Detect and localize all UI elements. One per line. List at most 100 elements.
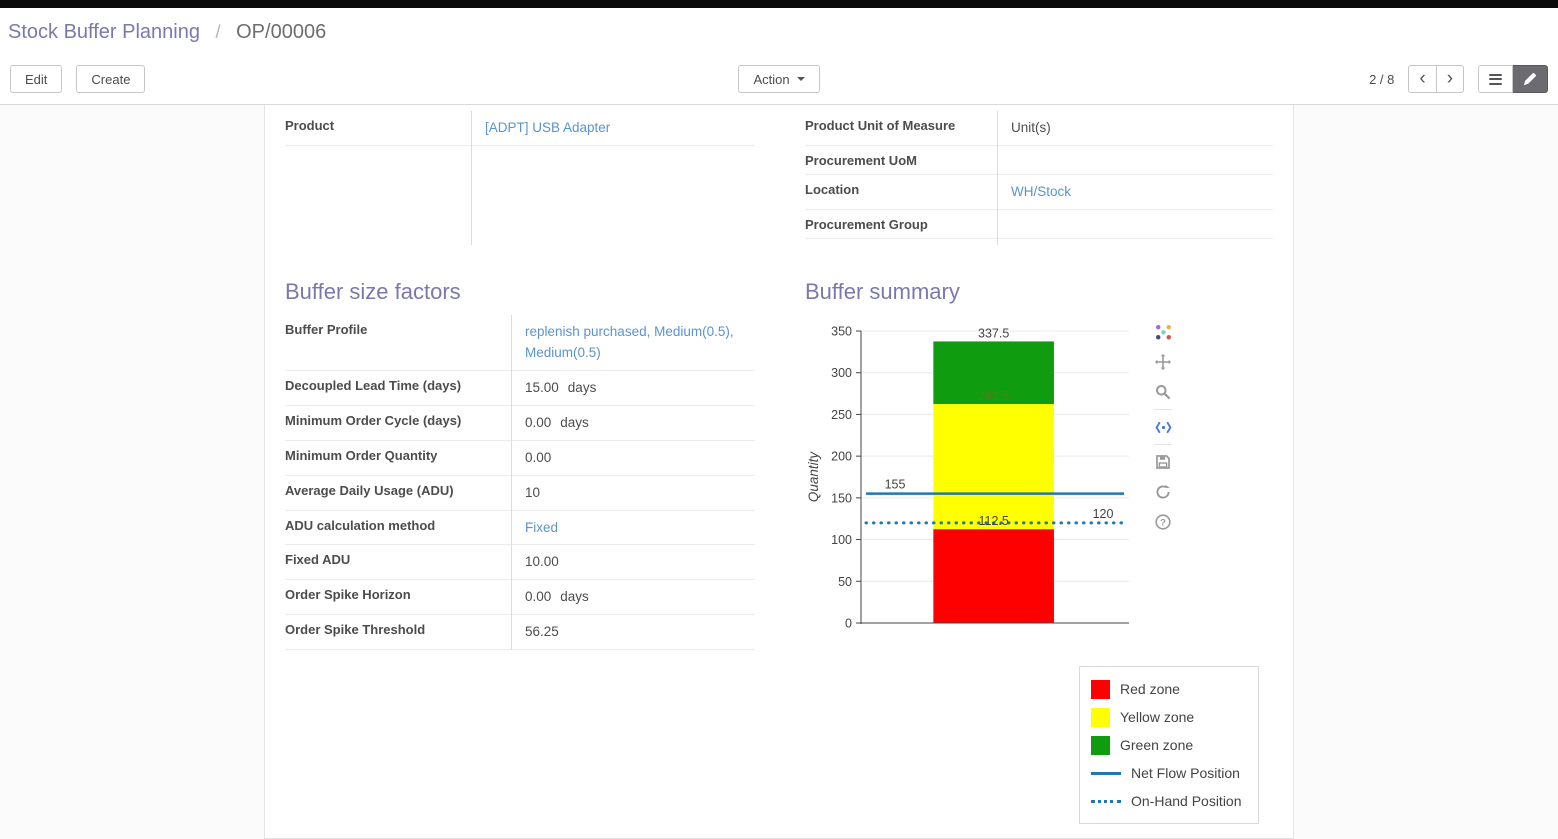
plotly-logo-icon[interactable]: [1152, 321, 1174, 343]
svg-text:112.5: 112.5: [978, 514, 1008, 528]
field-row: Buffer Profile replenish purchased, Mediu…: [285, 315, 755, 371]
chevron-right-icon: ›: [1446, 68, 1454, 89]
product-field-group: Product [ADPT] USB Adapter: [285, 111, 755, 245]
field-label: Order Spike Horizon: [285, 587, 411, 603]
pager-count: 2 / 8: [1369, 71, 1395, 87]
field-label: Procurement UoM: [805, 152, 917, 168]
svg-text:350: 350: [831, 325, 852, 339]
legend-label: Net Flow Position: [1131, 765, 1240, 781]
field-label: Average Daily Usage (ADU): [285, 482, 454, 498]
field-label: ADU calculation method: [285, 517, 436, 533]
list-icon: [1489, 71, 1503, 87]
top-field-section: Product [ADPT] USB Adapter Product Unit o…: [285, 111, 1273, 245]
field-link[interactable]: Fixed: [525, 519, 559, 535]
list-view-button[interactable]: [1478, 65, 1514, 93]
field-row: Procurement Group: [805, 210, 1273, 239]
breadcrumb-separator: /: [215, 22, 221, 42]
legend-item[interactable]: Yellow zone: [1091, 703, 1247, 731]
field-row: ADU calculation method Fixed: [285, 511, 755, 546]
field-label: Fixed ADU: [285, 552, 351, 568]
legend-label: Yellow zone: [1120, 709, 1195, 725]
breadcrumb-current: OP/00006: [236, 21, 327, 43]
pan-icon[interactable]: [1152, 351, 1174, 373]
legend-item[interactable]: Red zone: [1091, 675, 1247, 703]
svg-text:50: 50: [838, 575, 852, 589]
form-pencil-icon: [1523, 73, 1536, 86]
legend-item[interactable]: Green zone: [1091, 731, 1247, 759]
field-value: 56.25: [525, 624, 559, 640]
field-value: 10.00: [525, 554, 559, 570]
pager-previous-button[interactable]: ‹: [1408, 65, 1437, 93]
field-link[interactable]: replenish purchased, Medium(0.5), Medium…: [525, 324, 734, 360]
field-label: Product Unit of Measure: [805, 118, 956, 133]
svg-text:337.5: 337.5: [978, 326, 1009, 340]
field-label: Procurement Group: [805, 216, 928, 232]
top-menu-bar: [0, 0, 1558, 8]
legend-label: Green zone: [1120, 737, 1194, 753]
chart-legend: Red zone Yellow zone Green zone Net Flow Po…: [1079, 666, 1259, 824]
form-sheet: Product [ADPT] USB Adapter Product Unit o…: [264, 105, 1294, 839]
legend-label: On-Hand Position: [1131, 793, 1242, 809]
field-row: Average Daily Usage (ADU) 10: [285, 476, 755, 511]
zoom-icon[interactable]: [1152, 381, 1174, 403]
form-view-button[interactable]: [1513, 65, 1549, 93]
buffer-chart-plot[interactable]: 0 50 100 150 200 250 300 350 112.5 262.5 337.5 155 1…: [805, 315, 1147, 645]
chevron-left-icon: ‹: [1419, 68, 1426, 89]
green-zone-swatch: [1091, 735, 1110, 755]
pager: ‹ ›: [1408, 65, 1465, 93]
field-label: Minimum Order Quantity: [285, 447, 438, 463]
svg-text:262.5: 262.5: [978, 389, 1009, 403]
buffer-size-factors-title: Buffer size factors: [285, 279, 461, 304]
field-row: Order Spike Threshold 56.25: [285, 615, 755, 651]
field-label: Buffer Profile: [285, 322, 368, 337]
field-link[interactable]: [ADPT] USB Adapter: [485, 120, 611, 135]
caret-down-icon: [796, 77, 805, 81]
breadcrumb: Stock Buffer Planning / OP/00006: [0, 8, 1558, 56]
legend-label: Red zone: [1120, 681, 1180, 697]
breadcrumb-parent-link[interactable]: Stock Buffer Planning: [8, 21, 200, 43]
buffer-summary-title: Buffer summary: [805, 279, 960, 304]
field-value: 0.00: [525, 449, 552, 465]
modebar-separator: [1154, 409, 1172, 410]
svg-text:0: 0: [845, 617, 852, 631]
svg-text:250: 250: [831, 408, 852, 422]
pager-next-button[interactable]: ›: [1436, 65, 1465, 93]
help-icon[interactable]: ?: [1152, 511, 1174, 533]
svg-text:100: 100: [831, 533, 852, 547]
legend-item[interactable]: Net Flow Position: [1091, 759, 1247, 787]
svg-text:155: 155: [885, 478, 906, 492]
field-value: Unit(s): [1011, 120, 1051, 135]
field-label: Product: [285, 118, 335, 133]
svg-text:300: 300: [831, 366, 852, 380]
field-row: Fixed ADU 10.00: [285, 545, 755, 581]
edit-button[interactable]: Edit: [10, 65, 63, 93]
svg-text:?: ?: [1160, 517, 1166, 528]
field-value: 15.00 days: [525, 379, 597, 395]
svg-text:200: 200: [831, 450, 852, 464]
logistics-field-group: Product Unit of Measure Unit(s) Procuremen…: [805, 111, 1273, 245]
field-row: Minimum Order Cycle (days) 0.00 days: [285, 406, 755, 441]
net-flow-position-swatch: [1091, 771, 1121, 775]
field-link[interactable]: WH/Stock: [1011, 183, 1072, 199]
svg-text:Quantity: Quantity: [806, 451, 821, 503]
reset-axes-icon[interactable]: [1152, 481, 1174, 503]
buffer-section: Buffer size factors Buffer Profile replen…: [285, 279, 1273, 824]
field-row: Product Unit of Measure Unit(s): [805, 111, 1273, 146]
autoscale-icon[interactable]: [1152, 416, 1174, 438]
field-row: Minimum Order Quantity 0.00: [285, 441, 755, 476]
yellow-zone-swatch: [1091, 707, 1110, 727]
buffer-summary-chart[interactable]: 0 50 100 150 200 250 300 350 112.5 262.5 337.5 155 1…: [805, 315, 1185, 650]
field-row: Location WH/Stock: [805, 175, 1273, 210]
field-label: Order Spike Threshold: [285, 622, 426, 638]
save-icon[interactable]: [1152, 451, 1174, 473]
legend-item[interactable]: On-Hand Position: [1091, 787, 1247, 815]
field-row: Product [ADPT] USB Adapter: [285, 111, 755, 146]
action-dropdown-button[interactable]: Action: [738, 65, 820, 93]
svg-text:150: 150: [831, 491, 852, 505]
create-button[interactable]: Create: [76, 65, 146, 93]
chart-modebar: ?: [1152, 317, 1174, 537]
view-switcher: [1478, 65, 1549, 93]
field-row: Order Spike Horizon 0.00 days: [285, 580, 755, 616]
field-value: 0.00 days: [525, 589, 589, 605]
control-panel: Edit Create Action 2 / 8 ‹ ›: [0, 56, 1558, 105]
